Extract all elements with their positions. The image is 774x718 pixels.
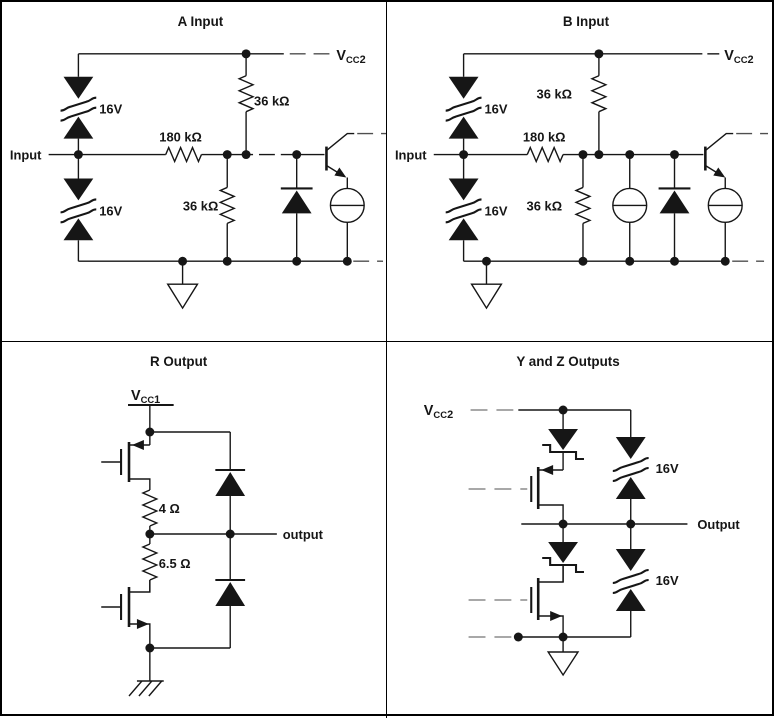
nmos-transistor-icon	[101, 580, 151, 648]
current-source-right-icon	[707, 187, 743, 262]
junction-dots	[145, 427, 235, 653]
zener-pair-bottom-icon	[612, 549, 649, 611]
output-label: Output	[697, 517, 740, 532]
wires	[468, 409, 688, 638]
zener-pair-top-icon	[612, 437, 649, 499]
wires	[48, 53, 384, 262]
junction-dots	[459, 49, 730, 266]
series-resistor-icon	[526, 145, 564, 164]
panel-title: A Input	[178, 14, 224, 29]
signal-ground-icon	[546, 637, 580, 677]
input-label: Input	[395, 148, 427, 163]
panel-title: Y and Z Outputs	[516, 354, 619, 369]
current-source-icon	[329, 187, 365, 262]
zener-top-value: 16V	[656, 461, 679, 476]
series-resistor-icon	[165, 145, 203, 164]
zener-top-value: 16V	[484, 102, 507, 117]
pulldown-resistor-icon	[218, 154, 236, 262]
zener-bottom-value: 16V	[484, 203, 507, 218]
zener-bottom-value: 16V	[656, 573, 679, 588]
resistor-bottom-value: 6.5 Ω	[159, 556, 191, 571]
current-source-left-icon	[612, 154, 648, 262]
clamp-diode-icon	[280, 154, 313, 262]
input-label: Input	[10, 148, 42, 163]
pmos-transistor-icon	[468, 465, 564, 524]
pulldown-resistor-icon	[574, 154, 592, 262]
zener-pair-bottom-icon	[60, 178, 97, 241]
npn-transistor-icon	[704, 132, 769, 189]
pulldown-resistor-value: 36 kΩ	[527, 198, 563, 213]
zener-pair-bottom-icon	[445, 178, 482, 241]
schottky-diode-top-icon	[542, 410, 584, 470]
signal-ground-icon	[470, 261, 503, 310]
panel-r-output: R Output VCC1	[2, 342, 387, 718]
signal-ground-icon	[166, 261, 199, 310]
resistor-top-icon	[141, 489, 159, 534]
panel-a-input: A Input VCC2 16V	[2, 2, 387, 342]
diode-bottom-icon	[215, 578, 246, 606]
diode-top-icon	[215, 468, 246, 496]
zener-pair-top-icon	[445, 76, 482, 139]
clamp-diode-icon	[658, 154, 691, 262]
zener-pair-top-icon	[60, 76, 97, 139]
pullup-resistor-icon	[590, 53, 608, 155]
zener-bottom-value: 16V	[99, 203, 122, 218]
series-resistor-value: 180 kΩ	[159, 130, 202, 145]
resistor-top-value: 4 Ω	[159, 501, 180, 516]
junction-dots	[73, 49, 352, 266]
panel-yz-outputs: Y and Z Outputs VCC2	[387, 342, 772, 718]
panel-title: B Input	[563, 14, 610, 29]
panel-b-input: B Input VCC2 16V	[387, 2, 772, 342]
vcc1-label: VCC1	[131, 388, 160, 406]
nmos-transistor-icon	[468, 565, 564, 637]
zener-top-value: 16V	[99, 102, 122, 117]
panel-title: R Output	[150, 354, 208, 369]
chassis-ground-icon	[128, 648, 164, 697]
junction-dots	[513, 405, 636, 642]
vcc2-label: VCC2	[724, 48, 753, 66]
pulldown-resistor-value: 36 kΩ	[183, 198, 218, 213]
series-resistor-value: 180 kΩ	[523, 130, 566, 145]
vcc2-label: VCC2	[336, 48, 365, 66]
vcc2-label: VCC2	[424, 403, 453, 421]
pmos-transistor-icon	[101, 440, 151, 490]
pullup-resistor-value: 36 kΩ	[537, 87, 573, 102]
pullup-resistor-value: 36 kΩ	[254, 94, 289, 109]
pullup-resistor-icon	[237, 53, 255, 155]
npn-transistor-icon	[325, 132, 386, 189]
output-label: output	[283, 527, 324, 542]
